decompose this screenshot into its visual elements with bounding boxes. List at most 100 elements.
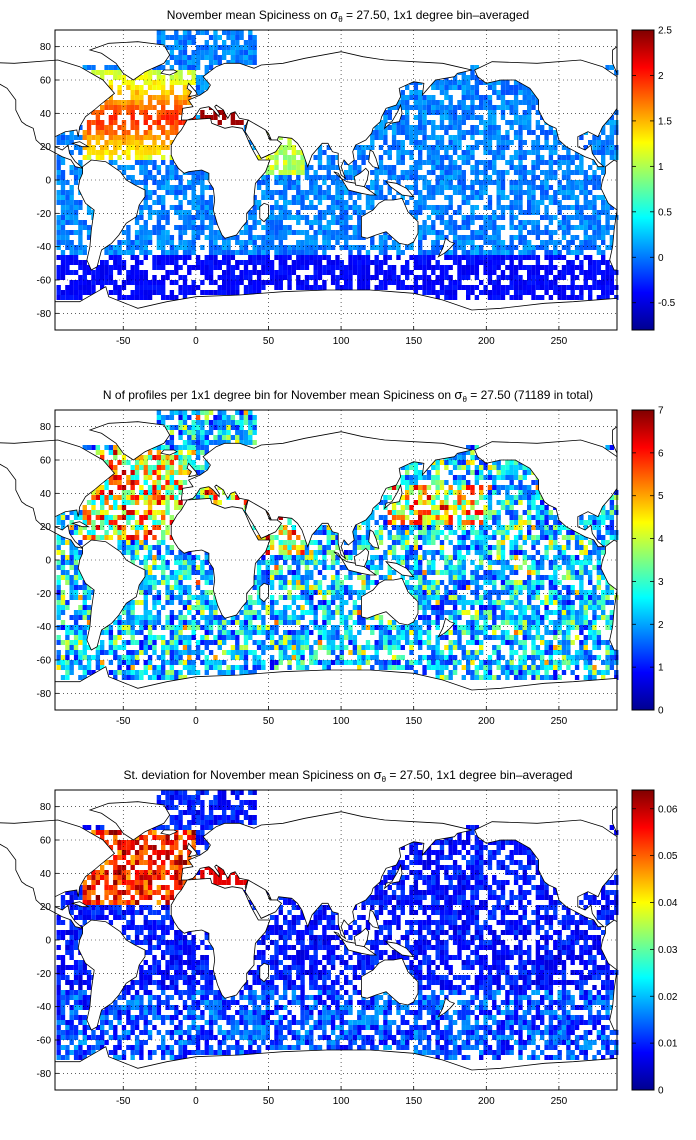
bin-cell <box>300 195 305 200</box>
bin-cell <box>86 280 92 285</box>
bin-cell <box>278 595 283 600</box>
bin-cell <box>330 195 336 200</box>
bin-cell <box>169 515 175 520</box>
bin-cell <box>169 470 175 475</box>
bin-cell <box>174 265 179 270</box>
bin-cell <box>195 215 201 220</box>
bin-cell <box>339 265 344 270</box>
bin-cell <box>461 265 466 270</box>
bin-cell <box>191 660 196 665</box>
bin-cell <box>235 55 240 60</box>
bin-cell <box>431 95 436 100</box>
bin-cell <box>269 235 275 240</box>
bin-cell <box>252 630 257 635</box>
bin-cell <box>139 250 144 255</box>
bin-cell <box>391 140 397 145</box>
bin-cell <box>283 195 288 200</box>
bin-cell <box>261 265 266 270</box>
bin-cell <box>278 250 283 255</box>
bin-cell <box>274 575 279 580</box>
bin-cell <box>82 280 87 285</box>
bin-cell <box>518 115 523 120</box>
bin-cell <box>91 65 96 70</box>
bin-cell <box>152 85 157 90</box>
bin-cell <box>553 130 558 135</box>
bin-cell <box>248 610 253 615</box>
bin-cell <box>169 570 175 575</box>
bin-cell <box>195 115 201 120</box>
bin-cell <box>104 520 109 525</box>
bin-cell <box>457 175 462 180</box>
bin-cell <box>169 295 175 300</box>
bin-cell <box>317 630 323 635</box>
bin-cell <box>383 550 388 555</box>
bin-cell <box>291 185 297 190</box>
bin-cell <box>322 175 327 180</box>
bin-cell <box>222 245 227 250</box>
bin-cell <box>592 235 597 240</box>
bin-cell <box>178 190 183 195</box>
bin-cell <box>252 55 257 60</box>
bin-cell <box>439 285 445 290</box>
bin-cell <box>452 185 458 190</box>
bin-cell <box>287 555 292 560</box>
bin-cell <box>121 100 127 105</box>
bin-cell <box>69 565 74 570</box>
bin-cell <box>161 35 166 40</box>
bin-cell <box>566 155 571 160</box>
bin-cell <box>204 45 209 50</box>
bin-cell <box>113 65 118 70</box>
bin-cell <box>200 575 205 580</box>
bin-cell <box>596 165 602 170</box>
bin-cell <box>178 490 183 495</box>
bin-cell <box>161 245 166 250</box>
bin-cell <box>527 265 532 270</box>
bin-cell <box>152 620 157 625</box>
bin-cell <box>161 235 166 240</box>
bin-cell <box>243 615 249 620</box>
bin-cell <box>143 285 148 290</box>
bin-cell <box>561 245 567 250</box>
bin-cell <box>365 260 371 265</box>
bin-cell <box>78 225 83 230</box>
bin-cell <box>65 630 70 635</box>
bin-cell <box>152 160 157 165</box>
bin-cell <box>383 110 388 115</box>
bin-cell <box>222 660 227 665</box>
bin-cell <box>208 565 214 570</box>
bin-cell <box>287 580 292 585</box>
bin-cell <box>492 290 497 295</box>
bin-cell <box>60 180 66 185</box>
bin-cell <box>143 225 148 230</box>
bin-cell <box>300 605 305 610</box>
bin-cell <box>474 145 480 150</box>
bin-cell <box>73 255 79 260</box>
bin-cell <box>108 450 114 455</box>
bin-cell <box>426 145 432 150</box>
bin-cell <box>387 640 392 645</box>
bin-cell <box>217 640 222 645</box>
bin-cell <box>178 455 183 460</box>
bin-cell <box>226 435 231 440</box>
bin-cell <box>596 260 602 265</box>
bin-cell <box>134 545 140 550</box>
bin-cell <box>139 145 144 150</box>
bin-cell <box>278 190 283 195</box>
map-panel-profile-count: N of profiles per 1x1 degree bin for Nov… <box>0 387 664 727</box>
bin-cell <box>204 580 209 585</box>
bin-cell <box>195 610 201 615</box>
bin-cell <box>383 275 388 280</box>
bin-cell <box>78 615 83 620</box>
bin-cell <box>431 285 436 290</box>
bin-cell <box>73 560 79 565</box>
bin-cell <box>474 270 480 275</box>
bin-cell <box>117 265 122 270</box>
bin-cell <box>161 130 166 135</box>
bin-cell <box>566 270 571 275</box>
bin-cell <box>139 560 144 565</box>
bin-cell <box>535 125 541 130</box>
bin-cell <box>361 545 366 550</box>
bin-cell <box>274 665 279 670</box>
bin-cell <box>204 495 209 500</box>
bin-cell <box>487 105 493 110</box>
